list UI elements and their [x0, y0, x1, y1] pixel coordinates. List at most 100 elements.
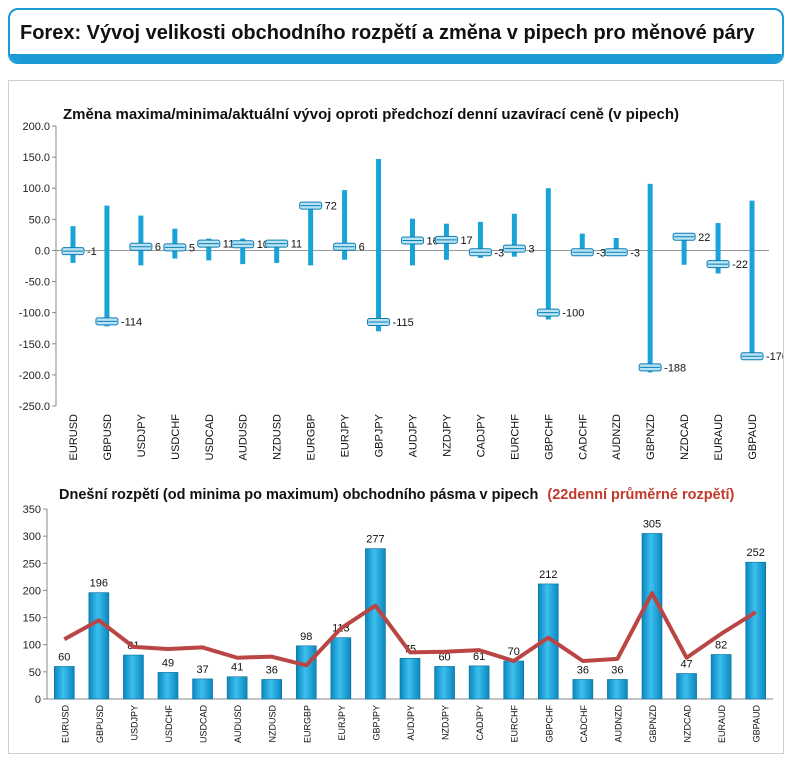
data-label: 6	[155, 242, 161, 254]
data-label: 36	[611, 664, 623, 676]
range-bar-gbpjpy	[376, 158, 382, 332]
change-chart-title: Změna maxima/minima/aktuální vývoj oprot…	[63, 106, 679, 123]
data-label: 61	[473, 651, 485, 663]
category-label: EURAUD	[717, 705, 727, 744]
category-label: USDCAD	[204, 414, 216, 461]
data-label: 37	[196, 664, 208, 676]
data-label: 47	[680, 658, 692, 670]
category-label: NZDCAD	[679, 414, 691, 460]
range-bar-usdchf	[157, 672, 179, 700]
data-label: 3	[528, 244, 534, 256]
range-bar-euraud	[710, 654, 732, 700]
data-label: -100	[562, 308, 584, 320]
data-label: 72	[325, 201, 337, 213]
category-label: EURUSD	[60, 705, 70, 744]
range-bar-gbpnzd	[641, 533, 663, 700]
range-bar-euraud	[715, 223, 721, 274]
average-range-line	[63, 591, 757, 668]
category-label: GBPAUD	[752, 705, 762, 743]
data-label: 22	[698, 232, 710, 244]
category-label: EURJPY	[337, 705, 347, 741]
range-bar-nzdusd	[274, 240, 280, 263]
range-chart-title-main: Dnešní rozpětí (od minima po maximum) ob…	[59, 487, 538, 503]
category-label: NZDCAD	[683, 705, 693, 743]
data-label: 212	[539, 569, 557, 581]
category-label: GBPJPY	[371, 705, 381, 741]
y-tick-label: 0.0	[35, 245, 50, 257]
range-bar-usdcad	[206, 238, 212, 261]
data-label: -3	[494, 247, 504, 259]
data-label: -1	[87, 246, 97, 258]
range-bar-audusd	[226, 676, 248, 700]
y-tick-label: 300	[23, 531, 41, 543]
y-tick-label: 150	[23, 613, 41, 625]
y-tick-label: 150.0	[22, 152, 50, 164]
category-label: CADJPY	[475, 413, 487, 457]
range-bar-cadchf	[572, 679, 594, 700]
range-bar-gbpusd	[104, 205, 110, 327]
category-label: USDJPY	[136, 413, 148, 457]
category-label: AUDUSD	[238, 414, 250, 461]
category-label: EURGBP	[302, 705, 312, 743]
data-label: 252	[747, 547, 765, 559]
range-bar-nzdcad	[676, 673, 697, 700]
category-label: EURGBP	[306, 414, 318, 460]
range-chart-title-accent: (22denní průměrné rozpětí)	[547, 487, 734, 503]
y-tick-label: -50.0	[25, 277, 50, 289]
category-label: CADCHF	[579, 704, 589, 742]
range-bar-nzdjpy	[434, 666, 455, 700]
data-label: -3	[596, 247, 606, 259]
data-label: 98	[300, 631, 312, 643]
y-tick-label: -150.0	[19, 339, 50, 351]
range-bar-eurchf	[503, 660, 525, 700]
category-label: AUDJPY	[408, 413, 420, 457]
data-label: 11	[291, 239, 302, 251]
range-bar-usdjpy	[123, 654, 144, 700]
data-label: -188	[664, 362, 686, 374]
data-label: 11	[223, 239, 234, 251]
range-bar-eurjpy	[342, 190, 348, 260]
y-tick-label: 100	[23, 640, 41, 652]
category-label: GBPCHF	[543, 414, 555, 460]
range-bar-gbpnzd	[647, 183, 653, 373]
y-tick-label: 200.0	[22, 121, 50, 133]
y-tick-label: 200	[23, 585, 41, 597]
category-label: NZDUSD	[272, 414, 284, 460]
range-bar-eurgbp	[295, 645, 317, 700]
y-tick-label: -200.0	[19, 370, 50, 382]
category-label: NZDJPY	[441, 705, 451, 740]
range-bar-audnzd	[613, 238, 619, 255]
category-label: GBPUSD	[102, 414, 114, 461]
data-label: -3	[630, 247, 640, 259]
range-bar-audnzd	[607, 679, 628, 700]
y-tick-label: -250.0	[19, 401, 50, 413]
category-label: AUDUSD	[233, 705, 243, 744]
data-label: 36	[266, 664, 278, 676]
data-label: 17	[460, 235, 472, 247]
range-bar-audjpy	[399, 657, 421, 700]
range-bar-gbpchf	[545, 188, 551, 320]
range-bar-gbpaud	[745, 561, 767, 700]
range-bar-cadjpy	[477, 221, 483, 258]
range-chart: Dnešní rozpětí (od minima po maximum) ob…	[23, 487, 773, 744]
category-label: NZDJPY	[441, 413, 453, 456]
category-label: GBPAUD	[747, 414, 759, 460]
category-label: USDCHF	[164, 704, 174, 742]
y-tick-label: 100.0	[22, 183, 50, 195]
data-label: -115	[393, 317, 414, 329]
category-label: GBPNZD	[648, 705, 658, 743]
category-label: USDJPY	[129, 705, 139, 741]
y-tick-label: 350	[23, 504, 41, 516]
range-bar-eurusd	[70, 226, 76, 263]
data-label: -170	[766, 351, 783, 363]
data-label: 82	[715, 639, 727, 651]
range-bar-cadjpy	[468, 665, 490, 700]
category-label: EURAUD	[713, 414, 725, 461]
range-bar-usdcad	[192, 678, 213, 700]
data-label: 60	[58, 651, 70, 663]
data-label: 6	[359, 242, 365, 254]
category-label: GBPJPY	[374, 413, 386, 457]
range-chart-title: Dnešní rozpětí (od minima po maximum) ob…	[59, 487, 734, 503]
category-label: CADCHF	[577, 414, 589, 460]
range-bar-nzdusd	[261, 679, 283, 700]
